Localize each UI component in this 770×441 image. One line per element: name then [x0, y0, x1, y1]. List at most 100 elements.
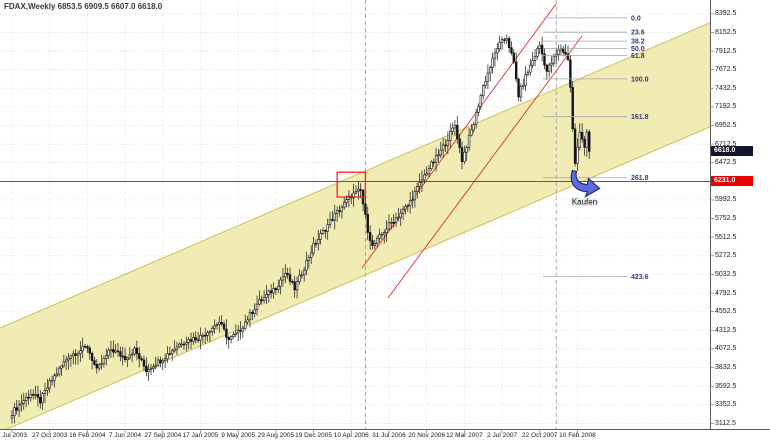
- candle-body: [500, 39, 504, 43]
- candle-body: [194, 337, 197, 341]
- candle-body: [114, 350, 117, 353]
- candle-body: [557, 49, 560, 55]
- candle-body: [236, 330, 240, 334]
- candle-body: [564, 52, 567, 55]
- candle-body: [67, 357, 70, 361]
- candle-body: [258, 299, 261, 305]
- candle-body: [401, 208, 405, 214]
- candle-body: [208, 331, 212, 333]
- candle-body: [547, 64, 551, 72]
- candle-body: [152, 366, 155, 369]
- candle-body: [559, 48, 563, 51]
- candle-body: [449, 131, 452, 141]
- candle-body: [366, 214, 369, 233]
- fib-level-label: 38.2: [631, 39, 645, 46]
- candle-body: [95, 364, 99, 369]
- candle-body: [279, 279, 282, 287]
- candle-body: [142, 359, 146, 367]
- candle-body: [244, 321, 247, 329]
- candle-body: [324, 230, 327, 232]
- candle-body: [437, 154, 440, 157]
- candle-body: [352, 192, 355, 199]
- candle-body: [119, 351, 122, 357]
- price-axis-label: 7192.5: [715, 103, 737, 111]
- candle-body: [359, 189, 362, 191]
- candle-body: [232, 334, 235, 337]
- candle-body: [411, 199, 414, 202]
- candle-body: [378, 234, 381, 239]
- candle-body: [397, 216, 400, 219]
- candle-body: [253, 309, 256, 315]
- candle-body: [213, 325, 216, 329]
- price-axis-label: 4072.5: [715, 345, 737, 353]
- candle-body: [15, 407, 18, 411]
- candle-body: [481, 85, 485, 96]
- candle-body: [74, 353, 77, 356]
- candle-body: [432, 161, 435, 164]
- fib-level-label: 100.0: [631, 76, 649, 83]
- time-axis[interactable]: 7 Jul 2003 27 Oct 2003 16 Feb 2004 7 Jun 20…: [0, 429, 770, 441]
- candle-body: [321, 230, 325, 234]
- candle-body: [399, 212, 402, 218]
- time-axis-label: 7 Jul 2003: [0, 432, 27, 439]
- time-axis-label: 19 Dec 2005: [295, 432, 332, 439]
- price-axis-label: 6952.5: [715, 121, 737, 129]
- candle-body: [135, 347, 139, 354]
- candle-body: [206, 332, 209, 336]
- chart-title: FDAX,Weekly 6853.5 6909.5 6607.0 6618.0: [4, 2, 163, 11]
- candle-body: [107, 349, 110, 357]
- candle-body: [267, 290, 271, 295]
- candle-body: [225, 328, 228, 338]
- candle-body: [265, 294, 268, 298]
- trendline: [361, 3, 557, 269]
- candle-body: [182, 343, 186, 346]
- candle-body: [196, 339, 200, 342]
- candle-body: [187, 339, 190, 343]
- candle-body: [53, 375, 56, 381]
- candle-body: [392, 221, 395, 224]
- candle-body: [460, 147, 464, 162]
- candle-body: [147, 369, 150, 372]
- buy-marker[interactable]: Kaufen: [570, 169, 601, 208]
- candle-body: [295, 281, 299, 291]
- candle-body: [470, 129, 473, 136]
- candle-body: [576, 146, 579, 164]
- candle-body: [138, 353, 141, 359]
- hline-price-tag: 6231.0: [711, 176, 753, 187]
- price-axis-label: 3832.5: [715, 364, 737, 372]
- candle-body: [451, 127, 454, 132]
- price-axis[interactable]: 8392.5 8152.5 7912.5 7672.5 7432.5 7192.5 6952…: [710, 0, 770, 429]
- candle-body: [32, 394, 35, 396]
- candle-body: [50, 379, 54, 382]
- highlight-rect[interactable]: [336, 171, 367, 198]
- candle-body: [255, 303, 259, 310]
- time-axis-label: 9 May 2005: [221, 432, 256, 439]
- candle-body: [88, 347, 91, 354]
- price-axis-label: 5752.5: [715, 215, 737, 223]
- candle-body: [328, 219, 332, 225]
- candle-body: [166, 353, 169, 360]
- candle-body: [149, 368, 153, 370]
- candle-body: [427, 168, 431, 174]
- candle-body: [439, 149, 442, 156]
- fib-level-label: 50.0: [631, 46, 645, 53]
- candle-body: [128, 354, 131, 359]
- candle-body: [251, 312, 254, 315]
- candle-body: [281, 276, 285, 281]
- candle-body: [300, 274, 303, 277]
- candle-body: [305, 260, 308, 271]
- candle-body: [319, 233, 322, 240]
- candle-body: [463, 151, 466, 162]
- candle-body: [145, 365, 148, 372]
- candle-body: [60, 365, 63, 369]
- candle-body: [24, 396, 28, 401]
- candle-body: [491, 57, 494, 68]
- candle-body: [498, 42, 501, 49]
- candle-body: [112, 349, 115, 353]
- fib-level-label: 0.0: [631, 15, 641, 22]
- candle-body: [161, 360, 164, 364]
- candle-body: [510, 47, 513, 54]
- candle-body: [159, 359, 162, 364]
